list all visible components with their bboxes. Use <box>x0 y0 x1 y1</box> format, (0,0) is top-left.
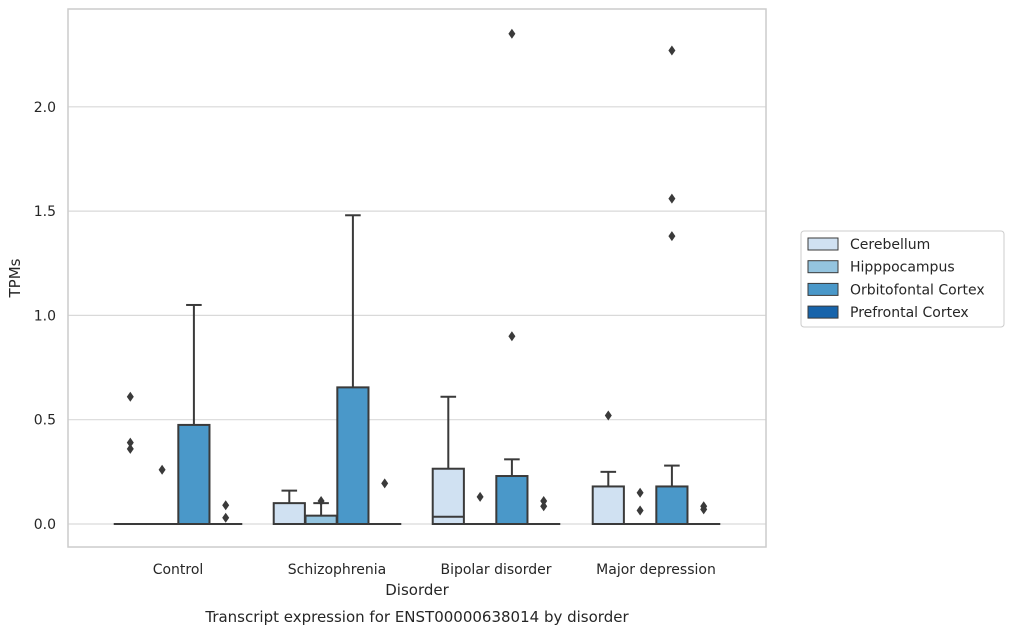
outlier-point <box>508 28 516 39</box>
legend-label: Cerebellum <box>850 237 930 253</box>
x-axis-label: Disorder <box>385 581 449 599</box>
legend-label: Hipppocampus <box>850 260 955 276</box>
y-tick-label: 2.0 <box>34 100 56 116</box>
box-2-4 <box>623 487 657 526</box>
outlier-point <box>317 496 325 507</box>
y-axis-ticks: 0.0 0.5 1.0 1.5 2.0 <box>34 100 56 533</box>
outlier-point <box>222 512 230 523</box>
box-1-1 <box>113 391 147 526</box>
legend-swatch <box>807 282 839 296</box>
box-4-2 <box>368 478 402 526</box>
legend-label: Prefrontal Cortex <box>850 305 969 321</box>
box-body <box>655 485 689 525</box>
box-3-1 <box>177 303 211 526</box>
outlier-point <box>636 487 644 498</box>
outlier-point <box>381 478 389 489</box>
box-3-4 <box>655 45 689 525</box>
y-axis-label: TPMs <box>6 258 24 298</box>
y-tick-label: 0.0 <box>34 517 56 533</box>
y-tick-label: 1.0 <box>34 308 56 324</box>
outlier-point <box>668 231 676 242</box>
box-4-4 <box>687 501 721 526</box>
gridlines <box>68 106 766 525</box>
outlier-point <box>508 331 516 342</box>
legend-swatch <box>807 237 839 251</box>
legend-swatch <box>807 260 839 274</box>
y-tick-label: 1.5 <box>34 204 56 220</box>
box-4-1 <box>209 500 243 526</box>
box-2-2 <box>304 496 338 526</box>
x-tick-label: Control <box>153 562 204 578</box>
box-body <box>336 386 370 525</box>
outlier-point <box>222 500 230 511</box>
boxes <box>113 28 721 526</box>
box-2-1 <box>145 464 179 526</box>
box-body <box>431 467 465 526</box>
box-3-3 <box>495 28 529 526</box>
plot-area <box>67 8 767 548</box>
legend-swatch <box>807 305 839 319</box>
box-body <box>304 514 338 526</box>
outlier-point <box>636 505 644 516</box>
box-body <box>177 423 211 526</box>
outlier-point <box>540 501 548 512</box>
legend: Cerebellum Hipppocampus Orbitofontal Corte… <box>800 230 1005 328</box>
outlier-point <box>540 496 548 507</box>
legend-label: Orbitofontal Cortex <box>850 282 985 298</box>
box-2-3 <box>463 491 497 526</box>
outlier-point <box>126 443 134 454</box>
outlier-point <box>700 504 708 515</box>
outlier-point <box>668 45 676 56</box>
box-body <box>272 502 306 526</box>
outlier-point <box>126 437 134 448</box>
x-axis-ticks: Control Schizophrenia Bipolar disorder Majo… <box>153 562 716 578</box>
outlier-point <box>126 391 134 402</box>
outlier-point <box>158 464 166 475</box>
box-4-3 <box>527 496 561 526</box>
box-1-4 <box>591 410 625 525</box>
outlier-point <box>604 410 612 421</box>
y-tick-label: 0.5 <box>34 413 56 429</box>
x-tick-label: Bipolar disorder <box>440 562 551 578</box>
box-body <box>591 485 625 525</box>
x-tick-label: Major depression <box>596 562 716 578</box>
box-1-2 <box>272 489 306 526</box>
box-body <box>495 475 529 526</box>
outlier-point <box>476 491 484 502</box>
chart-caption: Transcript expression for ENST0000063801… <box>204 608 629 626</box>
box-3-2 <box>336 214 370 525</box>
outlier-point <box>668 193 676 204</box>
x-tick-label: Schizophrenia <box>288 562 386 578</box>
legend-frame <box>800 230 1005 328</box>
box-1-3 <box>431 395 465 526</box>
